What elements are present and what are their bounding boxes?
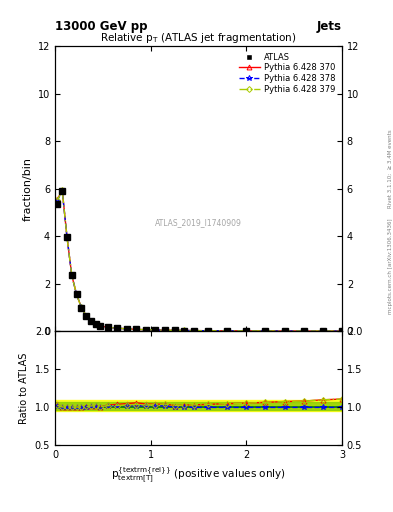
Text: mcplots.cern.ch [arXiv:1306.3436]: mcplots.cern.ch [arXiv:1306.3436] (388, 219, 393, 314)
Text: Rivet 3.1.10;  ≥ 3.4M events: Rivet 3.1.10; ≥ 3.4M events (388, 130, 393, 208)
Text: 13000 GeV pp: 13000 GeV pp (55, 20, 147, 33)
Text: ATLAS_2019_I1740909: ATLAS_2019_I1740909 (155, 219, 242, 227)
Bar (55, 402, 342, 410)
X-axis label: $\mathregular{p}_{\mathregular{textrm[T]}}^{\mathregular{\{textrm\{rel\}\}}}$ (p: $\mathregular{p}_{\mathregular{textrm[T]… (111, 466, 286, 486)
Legend: ATLAS, Pythia 6.428 370, Pythia 6.428 378, Pythia 6.428 379: ATLAS, Pythia 6.428 370, Pythia 6.428 37… (236, 50, 338, 96)
Y-axis label: fraction/bin: fraction/bin (22, 157, 32, 221)
Title: Relative $\mathregular{p_T}$ (ATLAS jet fragmentation): Relative $\mathregular{p_T}$ (ATLAS jet … (100, 31, 297, 45)
Y-axis label: Ratio to ATLAS: Ratio to ATLAS (19, 353, 29, 424)
Bar (55, 400, 342, 411)
Text: Jets: Jets (317, 20, 342, 33)
